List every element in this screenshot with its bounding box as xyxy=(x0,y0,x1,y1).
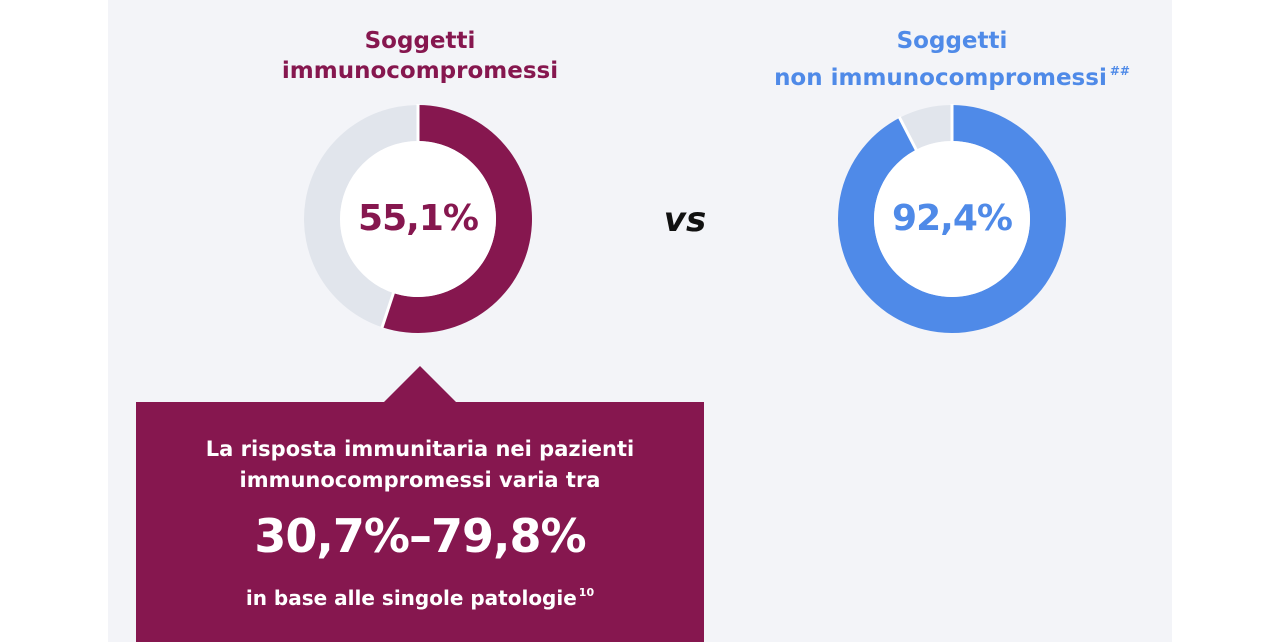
donut-0-slice-1 xyxy=(303,105,418,328)
right-title-line-1: Soggetti xyxy=(896,28,1008,54)
left-title-line-1: Soggetti xyxy=(364,28,476,54)
callout-text: La risposta immunitaria nei pazienti imm… xyxy=(136,434,704,496)
left-chart-title: Soggetti immunocompromessi xyxy=(220,26,620,86)
callout-pointer xyxy=(384,366,456,402)
donut-0-separator-1 xyxy=(380,291,396,329)
donut-1-slice-0 xyxy=(838,105,1066,333)
callout-footer-text: in base alle singole patologie xyxy=(245,586,577,610)
callout-footer: in base alle singole patologie 10 xyxy=(136,578,704,613)
right-title-line-2: non immunocompromessi ## xyxy=(752,56,1152,93)
donut-0-center xyxy=(340,141,496,297)
left-donut-value-label: 55,1% xyxy=(358,198,479,239)
donut-1-slice-1 xyxy=(899,105,952,150)
callout-line-2: immunocompromessi varia tra xyxy=(239,468,601,492)
donut-1-separator-1 xyxy=(897,116,918,152)
right-title-superscript: ## xyxy=(1109,64,1130,78)
donut-0-slice-0 xyxy=(382,105,532,333)
callout-line-1: La risposta immunitaria nei pazienti xyxy=(205,437,635,461)
left-donut-svg xyxy=(303,104,532,333)
right-donut-value-label: 92,4% xyxy=(892,198,1013,239)
left-donut-chart: 55,1% xyxy=(303,104,533,334)
right-donut-svg xyxy=(838,104,1066,333)
left-title-line-2: immunocompromessi xyxy=(281,58,559,84)
donut-1-center xyxy=(874,141,1030,297)
callout-footer-superscript: 10 xyxy=(578,586,595,599)
right-title-line-2-text: non immunocompromessi xyxy=(774,65,1107,91)
vs-label: vs xyxy=(663,200,707,240)
right-donut-chart: 92,4% xyxy=(837,104,1067,334)
right-chart-title: Soggetti non immunocompromessi ## xyxy=(752,26,1152,93)
callout-box: La risposta immunitaria nei pazienti imm… xyxy=(136,402,704,642)
callout-range: 30,7%–79,8% xyxy=(254,509,586,563)
